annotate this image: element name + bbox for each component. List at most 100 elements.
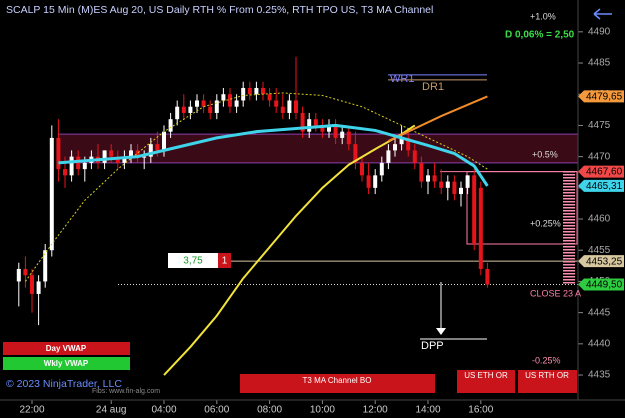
- candle-body: [208, 106, 213, 113]
- copyright: © 2023 NinjaTrader, LLC: [6, 378, 122, 390]
- candle-body: [148, 144, 153, 157]
- candle-body: [82, 162, 87, 170]
- candle-body: [63, 169, 67, 176]
- dpp-label: DPP: [421, 340, 444, 352]
- candle-body: [280, 106, 285, 113]
- candle-body: [30, 275, 34, 294]
- candle-body: [254, 87, 259, 95]
- day-vwap-box: [3, 342, 130, 355]
- button-label[interactable]: US ETH OR: [464, 371, 508, 380]
- candle-body: [340, 131, 345, 138]
- candle-body: [168, 119, 173, 132]
- tie-box: [168, 253, 218, 268]
- candle-body: [267, 94, 272, 101]
- y-tick-label: 4460: [588, 214, 611, 225]
- candle-body: [181, 106, 186, 113]
- candle-body: [313, 119, 318, 126]
- tie-count-box: [218, 253, 231, 268]
- candle-body: [135, 150, 140, 157]
- candle-body: [241, 87, 246, 101]
- price-label: 4465,31: [586, 181, 623, 192]
- percent-label: +0.25%: [530, 218, 561, 228]
- candle-body: [399, 137, 404, 145]
- x-tick-label: 14:00: [415, 405, 440, 416]
- button-label[interactable]: T3 MA Channel BO: [303, 376, 372, 385]
- dpp-arrow-head: [436, 328, 446, 335]
- price-label: 4453,25: [586, 256, 623, 267]
- candle-body: [393, 144, 397, 151]
- indicator-line: [387, 95, 488, 142]
- candle-body: [333, 125, 338, 138]
- pivot-label: DR1: [422, 81, 444, 93]
- candle-body: [346, 131, 351, 145]
- tie-text: 3,75: [183, 256, 203, 267]
- candle-body: [122, 156, 127, 163]
- candle-body: [485, 268, 490, 285]
- pivot-label: WR1: [390, 73, 414, 85]
- volume-profile: [563, 170, 575, 285]
- candle-body: [247, 87, 252, 95]
- candle-body: [188, 106, 193, 113]
- x-tick-label: 10:00: [310, 405, 335, 416]
- price-label-box: [578, 255, 624, 268]
- candle-body: [478, 187, 483, 269]
- x-tick-label: 06:00: [204, 405, 229, 416]
- candle-body: [261, 87, 265, 95]
- percent-label: -0.25%: [532, 355, 561, 365]
- candle-body: [274, 100, 279, 107]
- y-tick-label: 4470: [588, 151, 611, 162]
- y-tick-label: 4490: [588, 26, 611, 37]
- button[interactable]: [240, 374, 435, 393]
- vwap-label: Wkly VWAP: [44, 359, 89, 368]
- candle-body: [439, 181, 444, 188]
- candle-body: [201, 100, 206, 107]
- price-label-box: [578, 165, 624, 178]
- credit: Fibs: www.fin-alg.com: [92, 388, 160, 395]
- indicator-line: [163, 124, 416, 376]
- x-tick-label: 22:00: [19, 405, 44, 416]
- back-arrow[interactable]: [593, 8, 612, 20]
- candle-body: [353, 144, 358, 163]
- candle-body: [221, 94, 226, 101]
- price-label-box: [578, 278, 624, 291]
- price-label: 4449,50: [586, 280, 623, 291]
- button[interactable]: [518, 370, 577, 393]
- y-tick-label: 4485: [588, 58, 611, 69]
- candle-body: [195, 100, 199, 107]
- candle-body: [142, 156, 147, 158]
- candle-body: [366, 175, 371, 188]
- x-tick-label: 16:00: [468, 405, 493, 416]
- candle-body: [228, 94, 232, 107]
- candle-body: [386, 150, 391, 163]
- candle-body: [426, 175, 430, 182]
- y-tick-label: 4435: [588, 370, 611, 381]
- candle-body: [129, 150, 133, 157]
- candle-body: [162, 131, 166, 151]
- percent-label: +0.5%: [532, 149, 558, 159]
- candle-body: [452, 181, 457, 195]
- button-label[interactable]: US RTH OR: [525, 371, 569, 380]
- candle-body: [465, 175, 470, 188]
- price-label-box: [578, 179, 624, 192]
- candle-body: [69, 156, 74, 176]
- x-tick-label: 08:00: [257, 405, 282, 416]
- button[interactable]: [457, 370, 515, 393]
- price-label-box: [578, 90, 624, 103]
- candle-body: [379, 162, 384, 176]
- close-label: CLOSE 23 A: [530, 288, 581, 298]
- x-tick-label: 04:00: [151, 405, 176, 416]
- candle-body: [102, 150, 107, 163]
- y-tick-label: 4445: [588, 307, 611, 318]
- candle-body: [320, 125, 325, 132]
- wkly-vwap-box: [3, 357, 130, 370]
- candle-body: [307, 119, 312, 132]
- y-tick-label: 4440: [588, 338, 611, 349]
- chart-title: SCALP 15 Min (M)ES Aug 20, US Daily RTH …: [6, 4, 433, 16]
- candle-body: [16, 268, 21, 282]
- candle-body: [327, 125, 331, 132]
- candle-body: [294, 100, 298, 113]
- x-tick-label: 24 aug: [96, 405, 127, 416]
- candle-body: [155, 144, 160, 151]
- vwap-label: Day VWAP: [46, 344, 87, 353]
- candle-body: [373, 175, 378, 188]
